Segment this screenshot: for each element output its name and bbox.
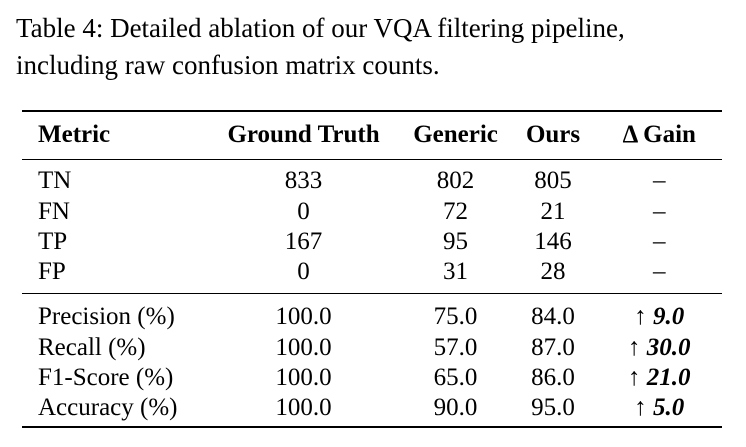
table-row-tn: TN 833 802 805 – [22,158,722,197]
gain-value: 5.0 [653,393,685,421]
cell-ground-truth: 100.0 [275,334,332,361]
cell-generic: 65.0 [433,364,478,391]
cell-metric: Recall (%) [38,334,146,361]
header-generic: Generic [401,110,510,159]
table-row-fp: FP 0 31 28 – [22,257,722,293]
table-row-precision: Precision (%) 100.0 75.0 84.0 ↑ 9.0 [22,292,722,333]
cell-ours: 86.0 [531,364,575,391]
cell-generic: 95 [443,228,469,255]
cell-ground-truth: 833 [205,158,402,197]
cell-generic: 75.0 [401,292,510,333]
gain-value: 9.0 [653,303,685,331]
header-row: Metric Ground Truth Generic Ours Δ Gain [22,110,722,159]
up-arrow-icon: ↑ [634,393,654,421]
table-row-f1-score: F1-Score (%) 100.0 65.0 86.0 ↑ 21.0 [22,363,722,393]
cell-metric: FP [38,257,66,285]
cell-metric: FN [38,198,70,225]
up-arrow-icon: ↑ [634,303,654,331]
cell-metric: TN [22,158,206,197]
ablation-table: Metric Ground Truth Generic Ours Δ Gain … [22,110,722,428]
cell-metric: TP [38,228,68,255]
cell-gain: – [653,228,666,255]
cell-gain: – [653,198,666,225]
gain-value: 30.0 [646,334,691,361]
up-arrow-icon: ↑ [628,364,647,391]
header-ground-truth: Ground Truth [205,110,402,159]
cell-ours: 21 [540,198,566,225]
cell-generic: 90.0 [401,393,510,428]
cell-generic: 31 [443,257,469,285]
cell-gain: – [596,158,722,197]
up-arrow-icon: ↑ [628,334,647,361]
caption-line-2: including raw confusion matrix counts. [16,50,440,80]
cell-ground-truth: 0 [297,198,310,225]
cell-gain: ↑ 21.0 [597,363,722,393]
cell-ground-truth: 167 [284,228,323,255]
cell-ours: 87.0 [531,334,575,361]
table-row-accuracy: Accuracy (%) 100.0 90.0 95.0 ↑ 5.0 [22,393,722,428]
cell-gain: ↑ 30.0 [597,333,722,363]
cell-ours: 28 [540,257,566,285]
caption-line-1: Table 4: Detailed ablation of our VQA fi… [16,13,625,43]
cell-ground-truth: 0 [297,257,310,285]
cell-generic: 802 [401,158,510,197]
cell-generic: 57.0 [433,334,478,361]
cell-ours: 84.0 [509,292,597,333]
header-ours: Ours [509,110,597,159]
cell-ground-truth: 100.0 [275,364,332,391]
gain-value: 21.0 [646,364,691,391]
cell-metric: Accuracy (%) [22,393,206,428]
metrics-section: Precision (%) 100.0 75.0 84.0 ↑ 9.0 Reca… [22,292,722,428]
cell-gain: – [653,257,666,285]
cell-ground-truth: 100.0 [205,393,402,428]
cell-metric: Precision (%) [22,292,206,333]
counts-section: TN 833 802 805 – FN 0 72 21 – TP 167 95 … [22,158,722,293]
header-gain: Δ Gain [596,110,722,159]
cell-metric: F1-Score (%) [38,364,174,391]
table-caption: Table 4: Detailed ablation of our VQA fi… [16,10,736,84]
cell-ours: 146 [534,228,572,255]
cell-gain: ↑ 5.0 [596,393,722,428]
cell-generic: 72 [443,198,469,225]
cell-ground-truth: 100.0 [205,292,402,333]
header-metric: Metric [22,110,206,159]
cell-ours: 805 [509,158,597,197]
table-row-fn: FN 0 72 21 – [22,197,722,227]
table-row-tp: TP 167 95 146 – [22,227,722,257]
cell-gain: ↑ 9.0 [596,292,722,333]
cell-ours: 95.0 [509,393,597,428]
table-row-recall: Recall (%) 100.0 57.0 87.0 ↑ 30.0 [22,333,722,363]
ablation-table-container: Metric Ground Truth Generic Ours Δ Gain … [22,110,722,428]
